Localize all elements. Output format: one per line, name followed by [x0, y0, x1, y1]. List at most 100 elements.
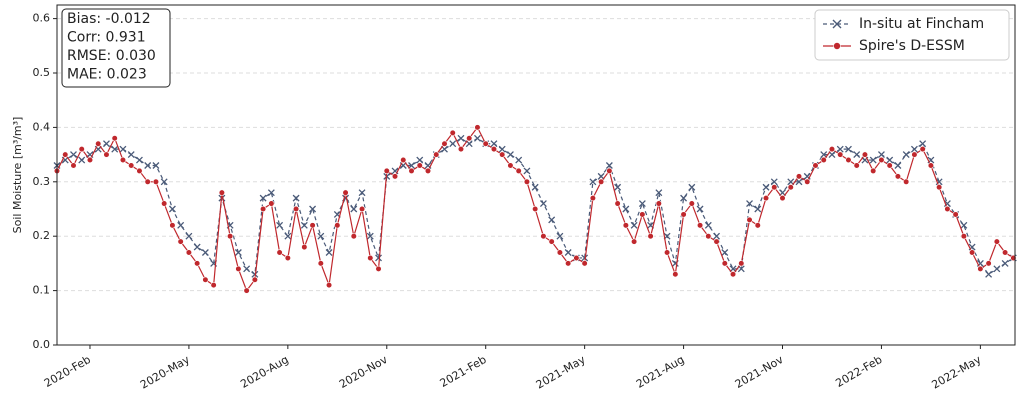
- stats-text: Corr: 0.931: [67, 30, 146, 46]
- legend-marker: [833, 42, 841, 50]
- marker-dot: [944, 205, 951, 213]
- marker-dot: [152, 178, 160, 185]
- marker-dot: [499, 151, 506, 158]
- marker-dot: [969, 249, 976, 256]
- marker-dot: [639, 211, 646, 218]
- marker-dot: [62, 151, 69, 158]
- marker-dot: [144, 178, 151, 185]
- marker-dot: [663, 249, 671, 256]
- x-tick-label: 2021-Nov: [733, 353, 786, 391]
- marker-x: [680, 194, 688, 202]
- marker-x: [284, 232, 292, 240]
- marker-dot: [837, 151, 844, 158]
- x-tick-label: 2021-Aug: [634, 353, 687, 391]
- marker-dot: [424, 167, 432, 175]
- y-tick-label: 0.4: [33, 120, 51, 133]
- y-tick-label: 0.1: [33, 284, 51, 297]
- marker-dot: [523, 178, 531, 185]
- marker-x: [688, 183, 696, 191]
- marker-dot: [375, 265, 382, 272]
- marker-x: [919, 140, 927, 148]
- marker-dot: [812, 162, 819, 169]
- marker-dot: [400, 156, 407, 164]
- marker-x: [366, 232, 374, 240]
- marker-dot: [507, 162, 514, 169]
- y-tick-label: 0.5: [33, 66, 51, 79]
- marker-dot: [820, 156, 827, 164]
- marker-dot: [598, 178, 605, 185]
- marker-x: [581, 254, 589, 262]
- marker-x: [498, 145, 506, 153]
- marker-x: [556, 232, 564, 240]
- marker-dot: [721, 260, 728, 267]
- legend-label: In-situ at Fincham: [859, 16, 984, 32]
- marker-x: [185, 232, 193, 240]
- marker-dot: [358, 205, 366, 213]
- marker-dot: [111, 135, 118, 142]
- x-tick-label: 2020-May: [138, 353, 192, 392]
- marker-x: [292, 194, 300, 202]
- marker-x: [960, 221, 968, 229]
- marker-dot: [482, 140, 489, 147]
- marker-x: [770, 178, 778, 186]
- marker-dot: [705, 233, 712, 240]
- x-tick-label: 2021-Feb: [438, 353, 489, 390]
- marker-dot: [210, 282, 217, 289]
- marker-dot: [845, 156, 852, 164]
- marker-x: [902, 151, 910, 159]
- marker-dot: [218, 189, 225, 196]
- marker-x: [515, 156, 523, 164]
- marker-x: [358, 189, 366, 197]
- marker-dot: [284, 254, 291, 262]
- marker-dot: [301, 243, 308, 251]
- marker-x: [746, 200, 753, 208]
- marker-x: [103, 140, 110, 148]
- marker-x: [127, 151, 135, 159]
- marker-x: [251, 270, 259, 278]
- marker-dot: [161, 200, 168, 207]
- marker-x: [135, 156, 143, 164]
- marker-x: [531, 183, 539, 191]
- marker-x: [845, 145, 852, 153]
- x-tick-label: 2020-Aug: [238, 353, 291, 391]
- marker-x: [375, 254, 382, 262]
- marker-dot: [292, 205, 300, 213]
- marker-x: [548, 216, 556, 224]
- marker-x: [325, 249, 333, 256]
- marker-dot: [260, 205, 267, 213]
- marker-x: [160, 178, 168, 186]
- marker-dot: [680, 211, 687, 218]
- marker-dot: [985, 260, 992, 267]
- marker-dot: [449, 129, 456, 136]
- marker-dot: [589, 195, 596, 202]
- marker-x: [243, 265, 251, 273]
- marker-dot: [515, 167, 522, 175]
- marker-x: [267, 189, 275, 197]
- marker-x: [836, 145, 844, 153]
- marker-dot: [268, 200, 275, 207]
- x-tick-label: 2020-Feb: [42, 353, 93, 390]
- series-line: [56, 137, 1014, 276]
- marker-dot: [919, 146, 926, 153]
- marker-x: [655, 189, 663, 197]
- marker-x: [506, 151, 514, 159]
- marker-dot: [746, 216, 753, 223]
- marker-x: [490, 140, 498, 148]
- marker-dot: [993, 238, 1000, 245]
- marker-dot: [960, 233, 967, 240]
- marker-dot: [408, 167, 415, 175]
- marker-x: [309, 205, 317, 213]
- marker-x: [300, 221, 308, 229]
- stats-text: RMSE: 0.030: [67, 48, 156, 64]
- marker-x: [144, 162, 152, 169]
- marker-dot: [729, 271, 737, 278]
- marker-dot: [532, 205, 539, 213]
- y-axis-label: Soil Moisture [m³/m³]: [11, 117, 24, 234]
- marker-dot: [317, 260, 324, 267]
- marker-x: [721, 249, 729, 256]
- marker-x: [704, 221, 712, 229]
- marker-dot: [136, 167, 143, 175]
- marker-dot: [688, 200, 695, 207]
- marker-dot: [936, 184, 943, 191]
